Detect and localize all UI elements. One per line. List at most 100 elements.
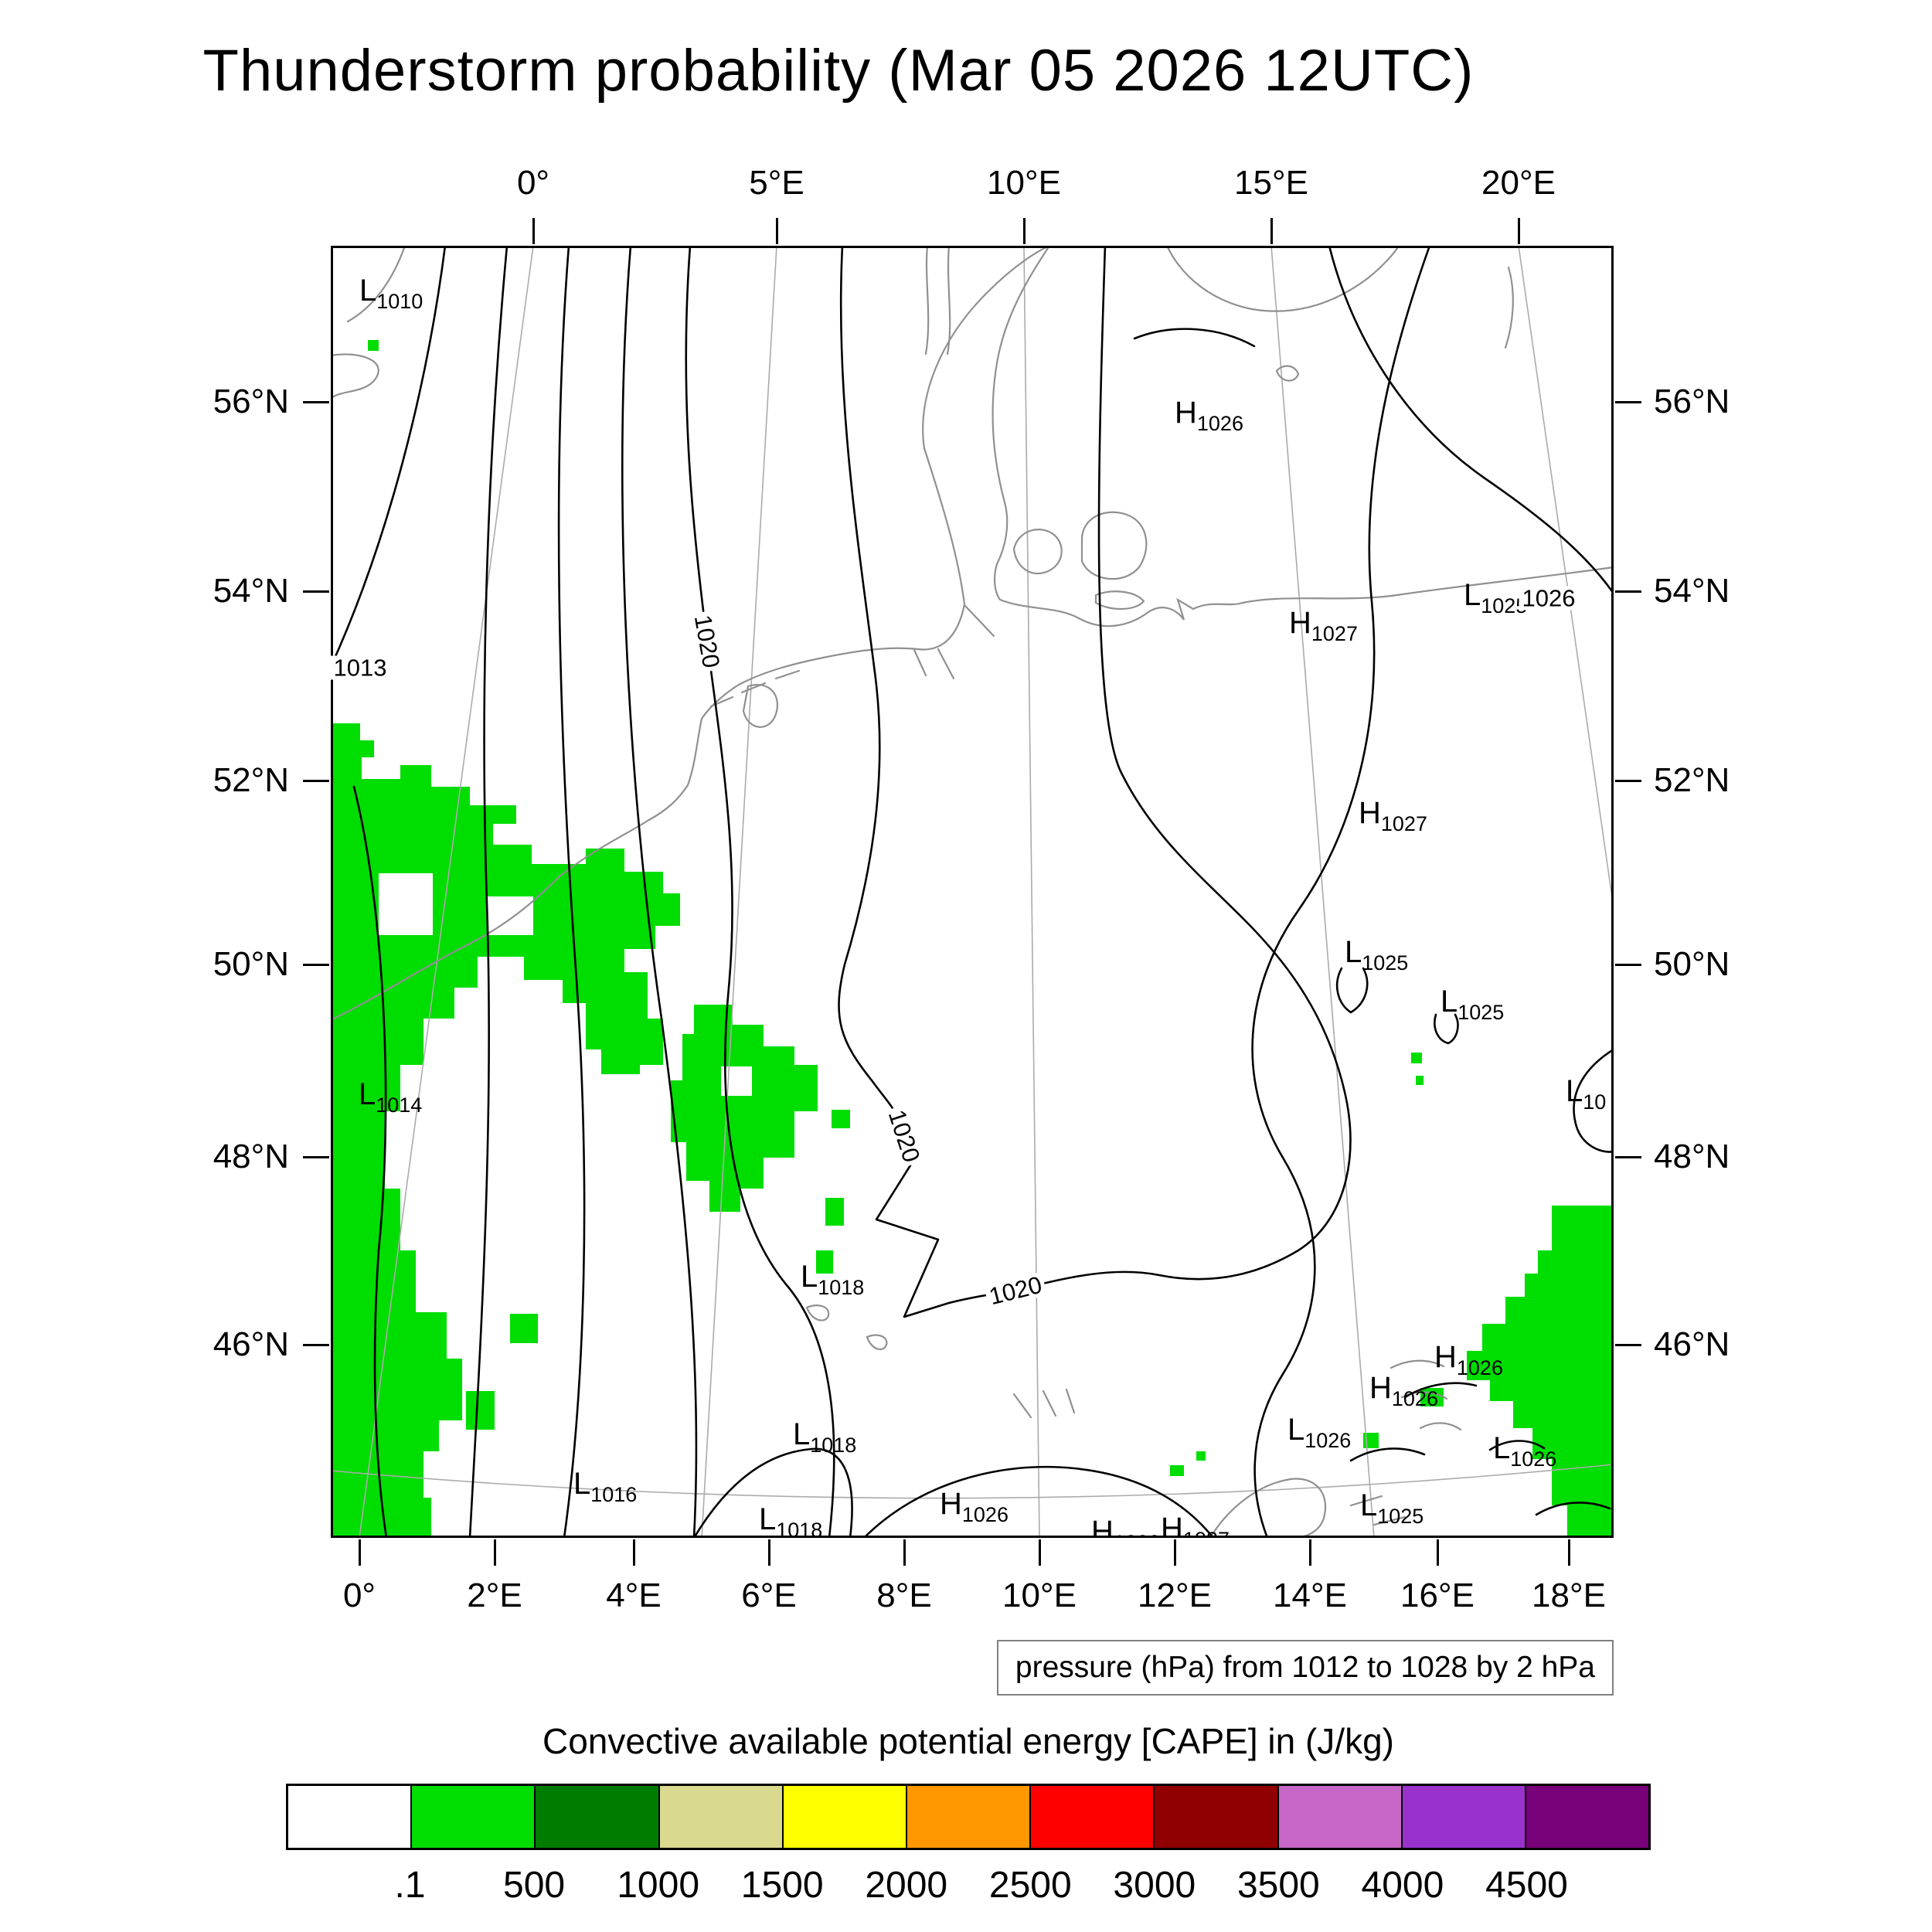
contour-inline-label: 1026 <box>1519 586 1579 611</box>
pressure-center-label: L1025 <box>1440 985 1504 1023</box>
pressure-letter: H <box>1289 606 1311 640</box>
pressure-center-label: L1026 <box>1287 1413 1351 1451</box>
pressure-value: 1010 <box>376 290 423 313</box>
colorbar-segment <box>534 1786 658 1848</box>
pressure-value: 10 <box>1583 1090 1607 1114</box>
pressure-center-label: L1016 <box>573 1467 637 1505</box>
axis-label-right: 50°N <box>1654 945 1730 983</box>
pressure-center-label: H1026 <box>1369 1371 1438 1410</box>
colorbar-tick-label: 1000 <box>617 1865 700 1906</box>
axis-tick-top <box>1023 218 1026 244</box>
map-frame <box>331 246 1614 1538</box>
pressure-letter: L <box>1493 1431 1511 1465</box>
map-label-layer: L1010 H1026 H1027 L1025 H1027 L1025 L1025 L1014… <box>331 246 1614 1538</box>
pressure-letter: L <box>1566 1074 1583 1108</box>
colorbar-tick-label: 2500 <box>988 1865 1072 1906</box>
pressure-center-label: L1014 <box>359 1077 422 1116</box>
axis-label-bottom: 12°E <box>1138 1577 1212 1614</box>
axis-tick-bottom <box>1568 1539 1570 1566</box>
pressure-value: 1018 <box>818 1276 865 1299</box>
map-plot <box>331 246 1614 1538</box>
pressure-value: 1027 <box>1183 1528 1230 1539</box>
axis-label-bottom: 10°E <box>1002 1577 1077 1614</box>
axis-tick-bottom <box>1309 1539 1311 1566</box>
pressure-center-label: L1018 <box>759 1502 823 1539</box>
graticule-lines <box>331 246 1614 1538</box>
pressure-center-label: H1027 <box>1289 606 1358 645</box>
axis-tick-left <box>303 780 329 782</box>
axis-tick-right <box>1615 590 1641 593</box>
axis-layer: 0° 5°E 10°E 15°E 20°E 0° 2°E 4°E 6°E 8°E 10°E 12°E 1… <box>213 164 1730 1614</box>
colorbar-segment <box>1524 1786 1649 1848</box>
pressure-letter: L <box>759 1502 777 1536</box>
pressure-value: 1027 <box>1380 812 1427 835</box>
pressure-letter: L <box>573 1467 591 1501</box>
colorbar-tick-labels: .1 500 1000 1500 2000 2500 3000 3500 4000 4500 <box>286 1864 1651 1913</box>
pressure-contours <box>331 246 1614 1538</box>
axis-tick-right <box>1615 401 1641 403</box>
axis-tick-right <box>1615 1156 1641 1158</box>
colorbar-segment <box>1153 1786 1277 1848</box>
axis-label-top: 5°E <box>749 164 804 202</box>
pressure-center-label: L1018 <box>793 1419 856 1456</box>
pressure-center-label: L1010 <box>359 275 423 312</box>
axis-label-left: 56°N <box>213 383 289 420</box>
axis-tick-bottom <box>768 1539 770 1566</box>
pressure-value: 1016 <box>590 1483 638 1506</box>
axis-tick-bottom <box>903 1539 906 1566</box>
pressure-letter: H <box>1369 1371 1392 1405</box>
cape-regions <box>331 340 1614 1538</box>
axis-label-top: 0° <box>516 164 550 202</box>
pressure-letter: L <box>359 1077 376 1111</box>
pressure-value: 1026 <box>1391 1387 1438 1410</box>
colorbar-segment <box>410 1786 535 1848</box>
colorbar-tick-label: 3000 <box>1113 1865 1196 1906</box>
pressure-value: 1018 <box>776 1519 823 1539</box>
pressure-center-label: H1026 <box>1434 1340 1503 1379</box>
axis-tick-bottom <box>1039 1539 1041 1566</box>
axis-label-bottom: 4°E <box>606 1577 662 1614</box>
axis-label-bottom: 8°E <box>876 1577 932 1614</box>
colorbar-segment <box>288 1786 411 1848</box>
pressure-letter: H <box>1175 396 1197 430</box>
pressure-value: 1014 <box>376 1094 423 1117</box>
pressure-value: 1026 <box>1196 412 1243 435</box>
pressure-center-label: L10 <box>1566 1074 1606 1113</box>
axis-label-left: 50°N <box>213 945 289 983</box>
pressure-letter: H <box>1091 1515 1114 1538</box>
pressure-center-label: H1026 <box>1091 1516 1160 1538</box>
pressure-letter: H <box>1161 1512 1183 1538</box>
axis-label-bottom: 6°E <box>741 1577 797 1614</box>
coastlines <box>331 246 1614 1538</box>
pressure-value: 1025 <box>1362 951 1409 975</box>
axis-tick-bottom <box>359 1539 361 1566</box>
pressure-letter: H <box>1434 1340 1457 1374</box>
axis-tick-top <box>1518 218 1520 244</box>
pressure-center-label: L1025 <box>1345 937 1408 974</box>
axis-label-left: 48°N <box>213 1138 289 1175</box>
contour-inline-label: 1013 <box>331 655 390 680</box>
axis-label-left: 54°N <box>213 572 289 610</box>
axis-label-right: 46°N <box>1654 1325 1730 1363</box>
axis-label-right: 52°N <box>1654 761 1730 799</box>
axis-tick-bottom <box>1437 1539 1439 1566</box>
axis-label-bottom: 0° <box>342 1577 376 1614</box>
plot-area: L1010 H1026 H1027 L1025 H1027 L1025 L1025 L1014… <box>213 164 1730 1614</box>
pressure-letter: L <box>1440 985 1458 1019</box>
axis-tick-left <box>303 401 329 403</box>
colorbar-tick-label: 4000 <box>1361 1865 1444 1906</box>
axis-label-bottom: 14°E <box>1273 1577 1347 1614</box>
axis-tick-left <box>303 1156 329 1158</box>
pressure-center-label: H1027 <box>1161 1513 1230 1538</box>
pressure-center-label: H1027 <box>1359 798 1427 835</box>
axis-tick-bottom <box>494 1539 496 1566</box>
colorbar-segment <box>1400 1786 1525 1848</box>
pressure-value: 1027 <box>1311 622 1358 645</box>
axis-label-bottom: 18°E <box>1532 1577 1606 1614</box>
colorbar-tick-label: 500 <box>503 1865 566 1906</box>
pressure-center-label: H1026 <box>940 1488 1009 1526</box>
pressure-center-label: L1018 <box>801 1261 864 1298</box>
colorbar-tick-label: 4500 <box>1485 1865 1568 1906</box>
pressure-letter: L <box>1287 1413 1305 1447</box>
